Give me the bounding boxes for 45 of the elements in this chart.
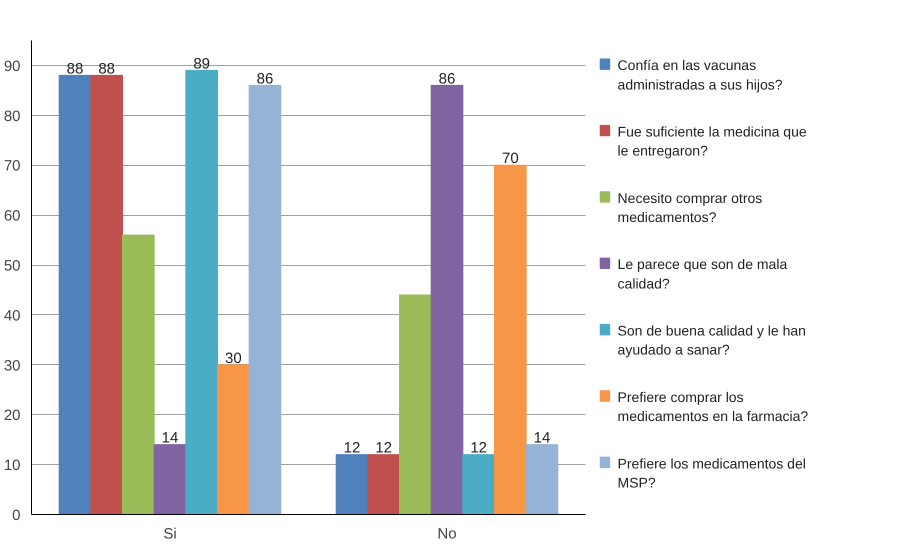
bar bbox=[430, 84, 464, 514]
legend-label: Son de buena calidad y le han ayudado a sanar? bbox=[618, 322, 806, 358]
bar bbox=[462, 454, 495, 514]
data-label: 12 bbox=[375, 440, 392, 457]
data-label: 12 bbox=[470, 440, 487, 457]
bar bbox=[399, 294, 432, 514]
y-tick-label: 20 bbox=[4, 407, 21, 424]
y-tick-label: 40 bbox=[4, 307, 21, 324]
y-tick-label: 70 bbox=[4, 158, 21, 175]
data-label: 30 bbox=[224, 350, 242, 367]
bar bbox=[58, 74, 92, 514]
data-label: 14 bbox=[162, 430, 178, 447]
legend-label: Necesito comprar otros medicamentos? bbox=[618, 190, 762, 226]
y-tick-label: 80 bbox=[4, 108, 21, 125]
y-tick-label: 10 bbox=[4, 457, 21, 474]
bar bbox=[367, 454, 400, 514]
bar bbox=[154, 444, 186, 514]
bar bbox=[90, 74, 124, 514]
bar bbox=[248, 84, 282, 514]
data-label: 86 bbox=[438, 70, 456, 88]
data-label: 12 bbox=[344, 440, 360, 457]
y-tick-label: 0 bbox=[12, 507, 20, 524]
x-tick-label: No bbox=[437, 526, 457, 542]
data-label: 88 bbox=[66, 60, 84, 78]
data-label: 89 bbox=[193, 55, 210, 72]
x-tick-label: Si bbox=[163, 526, 177, 542]
data-label: 88 bbox=[98, 60, 116, 78]
y-tick-label: 50 bbox=[4, 258, 21, 275]
bar bbox=[494, 164, 527, 514]
legend-label: Confía en las vacunas administradas a sus hijos? bbox=[618, 57, 783, 92]
legend-label: Prefiere comprar los medicamentos en la farmacia? bbox=[618, 388, 808, 424]
legend-label: Fue suficiente la medicina que le entregaron? bbox=[618, 123, 807, 159]
bar bbox=[526, 444, 558, 514]
y-tick-label: 30 bbox=[4, 357, 21, 374]
data-label: 70 bbox=[502, 150, 519, 168]
bar bbox=[185, 70, 218, 514]
legend-label: Prefiere los medicamentos del MSP? bbox=[618, 455, 806, 490]
bar bbox=[122, 234, 155, 514]
y-tick-label: 90 bbox=[4, 58, 21, 75]
data-label: 14 bbox=[534, 430, 550, 447]
legend-label: Le parece que son de mala calidad? bbox=[618, 256, 788, 292]
bar bbox=[336, 454, 368, 514]
bar bbox=[216, 364, 250, 514]
y-tick-label: 60 bbox=[4, 208, 21, 225]
data-label: 86 bbox=[256, 70, 274, 88]
